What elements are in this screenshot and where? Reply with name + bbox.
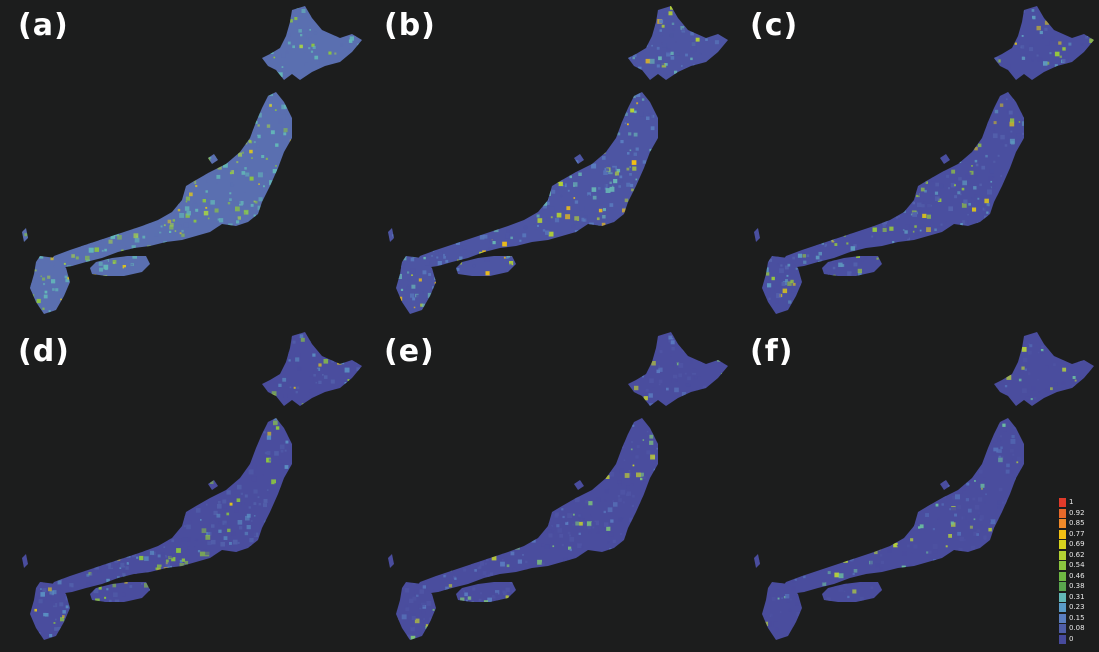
legend-swatch bbox=[1059, 561, 1066, 570]
japan-map bbox=[22, 332, 362, 640]
map-panel-e: (e) bbox=[366, 326, 732, 652]
legend-tick-label: 0.08 bbox=[1069, 624, 1085, 632]
map-panel-a: (a) bbox=[0, 0, 366, 326]
region-sado bbox=[940, 154, 950, 164]
region-shikoku bbox=[90, 256, 150, 276]
legend-swatch bbox=[1059, 498, 1066, 507]
region-hokkaido bbox=[994, 332, 1094, 406]
legend-swatch bbox=[1059, 613, 1066, 623]
legend-row: 0.46 bbox=[1059, 571, 1099, 581]
legend-row: 0.77 bbox=[1059, 529, 1099, 539]
region-tsushima bbox=[388, 554, 394, 568]
legend-tick-label: 0.85 bbox=[1069, 519, 1085, 527]
legend-row: 0.23 bbox=[1059, 603, 1099, 612]
legend-swatch bbox=[1059, 634, 1066, 644]
legend-swatch bbox=[1059, 624, 1066, 633]
japan-map bbox=[388, 6, 728, 314]
panel-label: (f) bbox=[750, 334, 794, 369]
legend-row: 0 bbox=[1059, 634, 1099, 644]
region-hokkaido bbox=[628, 332, 728, 406]
legend-row: 0.92 bbox=[1059, 508, 1099, 518]
japan-map bbox=[754, 332, 1094, 640]
legend-tick-label: 0 bbox=[1069, 634, 1074, 643]
legend-swatch bbox=[1059, 603, 1066, 612]
region-sado bbox=[940, 480, 950, 490]
legend-tick-label: 0.62 bbox=[1069, 550, 1085, 559]
legend-swatch bbox=[1059, 550, 1066, 560]
region-honshu bbox=[48, 92, 292, 268]
legend-tick-label: 0.31 bbox=[1069, 592, 1085, 601]
legend-swatch bbox=[1059, 529, 1066, 539]
legend-row: 0.38 bbox=[1059, 582, 1099, 591]
region-honshu bbox=[414, 92, 658, 268]
region-hokkaido bbox=[262, 6, 362, 80]
legend-swatch bbox=[1059, 519, 1066, 528]
panel-label: (c) bbox=[750, 8, 799, 43]
legend-tick-label: 0.69 bbox=[1069, 540, 1085, 548]
region-kyushu bbox=[30, 582, 70, 640]
legend-tick-label: 1 bbox=[1069, 498, 1074, 506]
legend-row: 0.15 bbox=[1059, 613, 1099, 623]
region-hokkaido bbox=[262, 332, 362, 406]
region-honshu bbox=[780, 418, 1024, 594]
legend-row: 0.31 bbox=[1059, 592, 1099, 602]
panel-label: (a) bbox=[18, 8, 69, 43]
legend-row: 1 bbox=[1059, 498, 1099, 507]
region-honshu bbox=[48, 418, 292, 594]
region-shikoku bbox=[822, 256, 882, 276]
panel-label: (b) bbox=[384, 8, 436, 43]
region-shikoku bbox=[456, 256, 516, 276]
legend-row: 0.69 bbox=[1059, 540, 1099, 549]
region-honshu bbox=[414, 418, 658, 594]
legend-swatch bbox=[1059, 592, 1066, 602]
legend-tick-label: 0.54 bbox=[1069, 561, 1085, 569]
region-honshu bbox=[780, 92, 1024, 268]
legend-row: 0.85 bbox=[1059, 519, 1099, 528]
legend-tick-label: 0.92 bbox=[1069, 508, 1085, 517]
japan-map bbox=[22, 6, 362, 314]
legend-tick-label: 0.46 bbox=[1069, 571, 1085, 580]
region-hokkaido bbox=[994, 6, 1094, 80]
legend-row: 0.54 bbox=[1059, 561, 1099, 570]
japan-map bbox=[754, 6, 1094, 314]
legend-swatch bbox=[1059, 582, 1066, 591]
legend-row: 0.62 bbox=[1059, 550, 1099, 560]
region-hokkaido bbox=[628, 6, 728, 80]
legend-tick-label: 0.23 bbox=[1069, 603, 1085, 611]
map-panel-f: (f) bbox=[732, 326, 1098, 652]
legend-tick-label: 0.77 bbox=[1069, 529, 1085, 538]
map-panel-d: (d) bbox=[0, 326, 366, 652]
panel-label: (e) bbox=[384, 334, 435, 369]
map-panel-c: (c) bbox=[732, 0, 1098, 326]
legend-swatch bbox=[1059, 508, 1066, 518]
region-tsushima bbox=[754, 554, 760, 568]
legend-row: 0.08 bbox=[1059, 624, 1099, 633]
legend-swatch bbox=[1059, 540, 1066, 549]
legend-swatch bbox=[1059, 571, 1066, 581]
japan-map bbox=[388, 332, 728, 640]
legend-tick-label: 0.15 bbox=[1069, 613, 1085, 622]
region-tsushima bbox=[22, 554, 28, 568]
region-sado bbox=[574, 480, 584, 490]
color-legend: 1 0.92 0.85 0.77 0.69 0.62 0.54 0.46 0.38 0.31 0.2… bbox=[1059, 498, 1099, 644]
legend-tick-label: 0.38 bbox=[1069, 582, 1085, 590]
panel-label: (d) bbox=[18, 334, 70, 369]
map-panel-b: (b) bbox=[366, 0, 732, 326]
region-tsushima bbox=[754, 228, 760, 242]
region-shikoku bbox=[822, 582, 882, 602]
